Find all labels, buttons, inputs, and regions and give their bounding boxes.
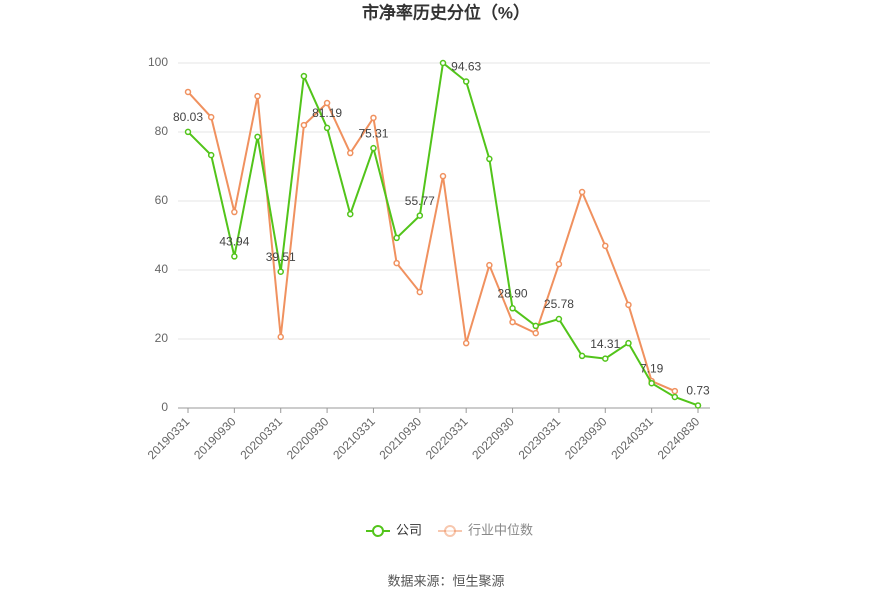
- y-tick-label: 20: [155, 331, 169, 345]
- x-tick-label: 20210930: [377, 414, 425, 462]
- data-point: [486, 155, 493, 163]
- data-point: [532, 322, 539, 330]
- data-label: 80.03: [173, 110, 203, 124]
- data-point: [555, 260, 563, 268]
- data-point: [555, 315, 563, 323]
- data-point: [462, 339, 470, 347]
- y-tick-label: 40: [155, 262, 169, 276]
- data-point: [671, 393, 679, 401]
- data-label: 25.78: [544, 297, 574, 311]
- data-point: [370, 144, 377, 152]
- data-point: [578, 188, 586, 196]
- data-point: [277, 268, 284, 275]
- x-tick-label: 20230930: [562, 414, 610, 462]
- data-label: 81.19: [312, 106, 342, 120]
- data-point: [416, 212, 424, 219]
- y-tick-label: 60: [155, 193, 169, 207]
- data-point: [532, 329, 539, 337]
- data-point: [625, 301, 632, 309]
- data-point: [602, 355, 609, 362]
- data-point: [671, 387, 679, 395]
- data-point: [462, 78, 470, 85]
- data-point: [347, 210, 354, 218]
- data-point: [602, 242, 609, 250]
- data-point: [370, 114, 377, 122]
- data-point: [439, 59, 447, 67]
- data-point: [184, 88, 192, 96]
- legend-marker: [444, 525, 457, 537]
- data-point: [277, 333, 284, 341]
- data-label: 55.77: [405, 194, 435, 208]
- data-point: [323, 124, 331, 132]
- y-tick-label: 80: [155, 124, 169, 138]
- data-point: [231, 253, 238, 260]
- y-tick-label: 100: [148, 55, 168, 69]
- data-label: 43.94: [219, 235, 249, 249]
- data-point: [184, 128, 192, 136]
- data-point: [439, 172, 447, 180]
- x-tick-label: 20240331: [608, 414, 656, 462]
- data-point: [207, 113, 215, 121]
- data-point: [254, 92, 261, 100]
- series-line: [187, 61, 699, 407]
- x-tick-label: 20220331: [423, 414, 471, 462]
- y-tick-label: 0: [161, 400, 168, 414]
- data-point: [578, 352, 586, 360]
- data-label: 94.63: [451, 60, 481, 74]
- data-point: [625, 339, 632, 347]
- data-point: [393, 234, 400, 242]
- data-point: [254, 133, 261, 141]
- x-tick-label: 20220930: [469, 414, 517, 462]
- legend-item: 行业中位数: [438, 522, 533, 537]
- x-tick-label: 20240830: [655, 414, 703, 462]
- data-point: [207, 151, 215, 159]
- x-tick-label: 20190331: [145, 414, 193, 462]
- data-point: [231, 208, 238, 216]
- legend-label: 公司: [396, 522, 422, 537]
- data-point: [347, 149, 354, 157]
- data-label: 0.73: [686, 384, 710, 398]
- data-label: 75.31: [358, 126, 388, 140]
- data-point: [416, 288, 424, 296]
- data-label: 39.51: [266, 250, 296, 264]
- data-point: [509, 305, 516, 312]
- data-point: [300, 72, 308, 80]
- data-point: [648, 379, 655, 387]
- chart-title: 市净率历史分位（%）: [362, 2, 530, 22]
- data-label: 28.90: [498, 286, 528, 300]
- legend-marker: [372, 525, 384, 537]
- source: 数据来源：恒生聚源: [387, 573, 504, 588]
- series-line: [187, 91, 676, 393]
- data-label: 7.19: [640, 361, 664, 375]
- data-point: [393, 259, 400, 267]
- x-tick-label: 20190930: [191, 414, 239, 462]
- data-point: [694, 402, 702, 409]
- x-tick-label: 20200331: [237, 414, 285, 462]
- data-label: 14.31: [590, 337, 620, 351]
- legend-item: 公司: [366, 522, 422, 537]
- x-tick-label: 20200930: [284, 414, 332, 462]
- x-tick-label: 20210331: [330, 414, 378, 462]
- data-point: [300, 121, 308, 129]
- data-point: [509, 318, 516, 326]
- data-point: [323, 99, 331, 107]
- data-point: [486, 261, 493, 269]
- legend-label: 行业中位数: [468, 522, 533, 537]
- x-tick-label: 20230331: [516, 414, 564, 462]
